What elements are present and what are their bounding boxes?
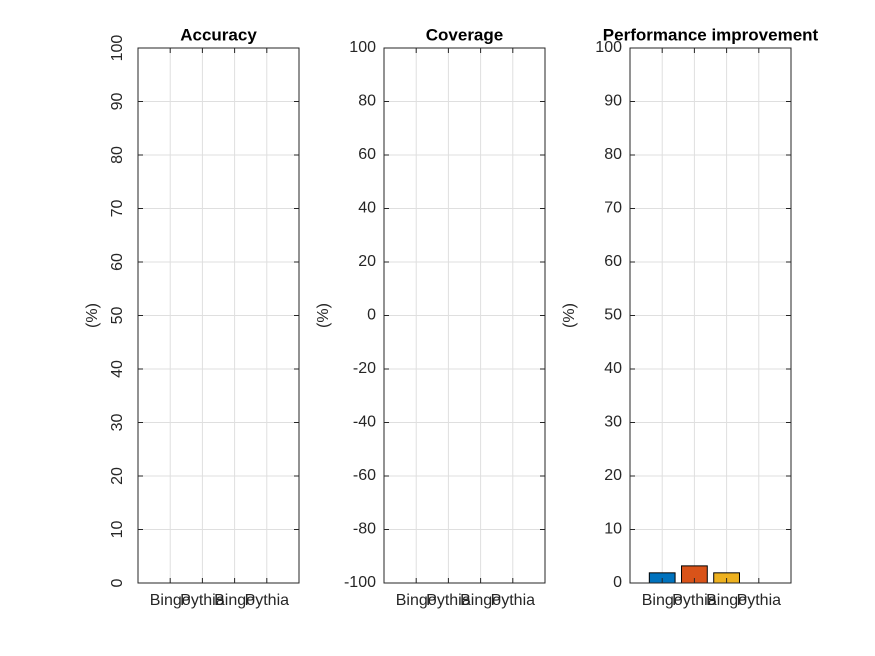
- y-tick-label: 20: [358, 253, 376, 270]
- y-tick-label: 90: [109, 93, 126, 111]
- y-tick-label: 70: [109, 200, 126, 218]
- chart-title: Accuracy: [180, 25, 257, 44]
- y-tick-label: 0: [367, 307, 376, 324]
- y-tick-label: 10: [109, 521, 126, 539]
- x-tick-label: Pythia: [737, 592, 782, 609]
- y-tick-label: 60: [109, 253, 126, 271]
- y-tick-label: 80: [109, 146, 126, 164]
- x-tick-label: Bingo: [150, 592, 191, 609]
- x-tick-label: Pythia: [180, 592, 225, 609]
- chart-title: Coverage: [426, 25, 503, 44]
- y-tick-label: 0: [613, 574, 622, 591]
- x-tick-label: Bingo: [214, 592, 255, 609]
- y-tick-label: 50: [109, 307, 126, 325]
- y-tick-label: 20: [604, 467, 622, 484]
- y-axis-label: (%): [84, 303, 101, 328]
- y-tick-label: 0: [109, 578, 126, 587]
- y-axis-label: (%): [315, 303, 332, 328]
- y-tick-label: 100: [349, 39, 376, 56]
- y-tick-label: 40: [604, 360, 622, 377]
- chart-title: Performance improvement: [603, 25, 819, 44]
- y-tick-label: 80: [604, 146, 622, 163]
- y-tick-label: -60: [353, 467, 376, 484]
- y-axis-label: (%): [561, 303, 578, 328]
- y-tick-label: 90: [604, 93, 622, 110]
- x-tick-label: Bingo: [460, 592, 501, 609]
- y-tick-label: 60: [604, 253, 622, 270]
- y-tick-label: 50: [604, 307, 622, 324]
- y-tick-label: 40: [109, 360, 126, 378]
- y-tick-label: -20: [353, 360, 376, 377]
- x-tick-label: Bingo: [396, 592, 437, 609]
- y-tick-label: 20: [109, 467, 126, 485]
- x-tick-label: Pythia: [491, 592, 536, 609]
- y-tick-label: -40: [353, 414, 376, 431]
- y-tick-label: 10: [604, 521, 622, 538]
- x-tick-label: Bingo: [642, 592, 683, 609]
- y-tick-label: -80: [353, 521, 376, 538]
- x-tick-label: Pythia: [245, 592, 290, 609]
- x-tick-label: Bingo: [706, 592, 747, 609]
- y-tick-label: 70: [604, 200, 622, 217]
- y-tick-label: 60: [358, 146, 376, 163]
- y-tick-label: 30: [604, 414, 622, 431]
- x-tick-label: Pythia: [426, 592, 471, 609]
- y-tick-label: 100: [109, 35, 126, 62]
- y-tick-label: 100: [595, 39, 622, 56]
- y-tick-label: 40: [358, 200, 376, 217]
- y-tick-label: 30: [109, 414, 126, 432]
- x-tick-label: Pythia: [672, 592, 717, 609]
- y-tick-label: 80: [358, 93, 376, 110]
- y-tick-label: -100: [344, 574, 376, 591]
